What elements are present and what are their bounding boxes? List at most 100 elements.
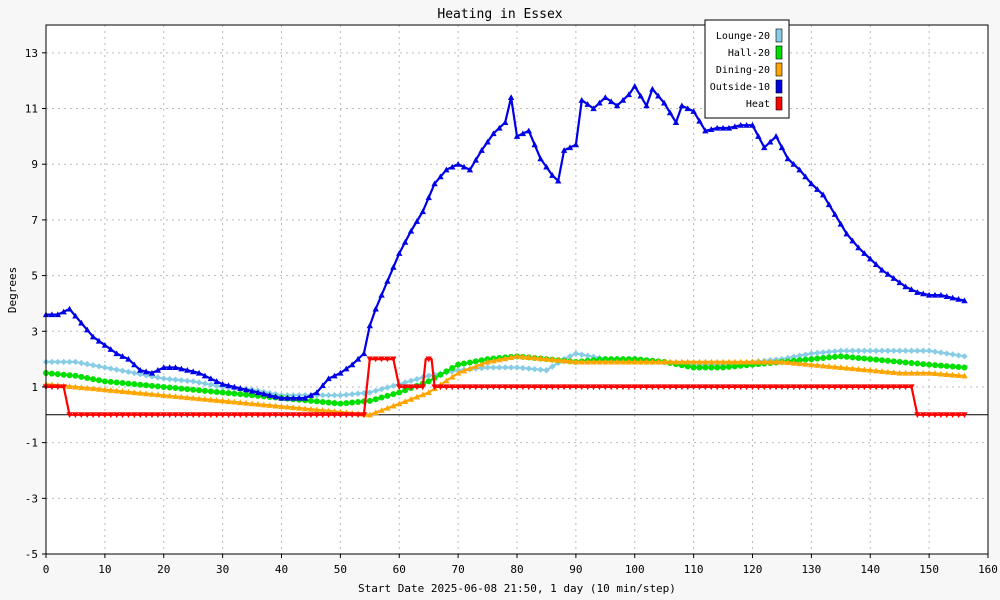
data-point [66, 383, 73, 389]
data-point [137, 367, 144, 373]
data-point [802, 384, 809, 391]
data-point [348, 390, 356, 398]
data-point [890, 358, 897, 365]
data-point [925, 347, 933, 354]
data-point [372, 396, 379, 403]
data-point [496, 356, 503, 363]
data-point [649, 384, 656, 391]
data-point [602, 358, 609, 365]
data-point [690, 384, 697, 391]
data-point [525, 127, 532, 134]
data-point [466, 365, 474, 372]
data-point [631, 83, 638, 89]
data-point [284, 412, 291, 418]
data-point [873, 356, 880, 363]
data-point [337, 412, 344, 418]
data-point [125, 355, 132, 362]
data-point [337, 369, 344, 376]
data-point [549, 356, 556, 363]
data-point [743, 358, 750, 365]
data-point [890, 369, 897, 376]
data-point [649, 85, 656, 92]
data-point [814, 362, 821, 368]
data-point [378, 291, 385, 298]
data-point [95, 377, 102, 384]
data-point [401, 238, 409, 245]
data-point [702, 364, 709, 371]
data-point [943, 293, 950, 300]
data-point [666, 109, 674, 116]
data-point [101, 378, 108, 385]
data-point [460, 367, 468, 374]
data-point [219, 380, 226, 387]
data-point [837, 353, 844, 360]
legend-label-heat: Heat [746, 99, 770, 110]
data-point [731, 384, 739, 391]
data-point [225, 382, 232, 389]
data-point [690, 364, 697, 371]
data-point [366, 411, 374, 418]
data-point [749, 122, 756, 128]
data-point [849, 347, 856, 354]
data-point [884, 347, 892, 354]
data-point [643, 358, 650, 365]
data-point [825, 348, 833, 356]
data-point [343, 365, 350, 372]
y-tick-label: -1 [25, 437, 38, 450]
data-point [301, 405, 309, 412]
data-point [184, 386, 191, 393]
data-point [872, 347, 880, 354]
data-point [213, 378, 220, 384]
data-point [737, 384, 744, 391]
data-point [914, 347, 921, 354]
data-point [48, 384, 56, 391]
data-point [849, 365, 856, 372]
data-point [449, 373, 456, 380]
data-point [837, 384, 845, 391]
data-point [549, 172, 556, 178]
data-point [920, 412, 927, 418]
data-point [166, 392, 173, 399]
data-point [78, 412, 85, 418]
series-layer [42, 83, 968, 418]
data-point [819, 362, 827, 369]
data-point [78, 384, 85, 391]
x-tick-label: 40 [275, 563, 288, 576]
series-outside-10 [42, 83, 968, 401]
data-point [908, 369, 915, 376]
data-point [872, 384, 880, 391]
data-point [878, 266, 886, 273]
data-point [590, 384, 597, 391]
x-tick-label: 120 [743, 563, 763, 576]
data-point [390, 391, 397, 398]
data-point [713, 124, 721, 131]
data-point [460, 163, 468, 170]
data-point [790, 384, 797, 391]
data-point [902, 359, 909, 366]
data-point [84, 360, 91, 368]
data-point [107, 346, 114, 352]
x-tick-label: 60 [393, 563, 406, 576]
data-point [849, 237, 856, 244]
data-point [596, 384, 603, 391]
data-point [490, 357, 497, 364]
data-point [843, 384, 850, 391]
data-point [343, 412, 350, 418]
data-point [201, 412, 209, 418]
data-point [802, 173, 809, 180]
data-point [708, 358, 715, 365]
y-tick-label: 9 [31, 158, 38, 171]
data-point [178, 377, 185, 384]
data-point [584, 101, 591, 107]
data-point [826, 354, 833, 361]
data-point [755, 384, 762, 391]
legend-label-hall-20: Hall-20 [728, 48, 770, 59]
data-point [778, 358, 786, 365]
data-point [60, 384, 67, 391]
data-point [719, 124, 727, 131]
data-point [290, 394, 297, 401]
data-point [731, 123, 739, 130]
data-point [402, 387, 409, 394]
data-point [819, 349, 827, 356]
y-tick-label: 7 [31, 214, 38, 227]
